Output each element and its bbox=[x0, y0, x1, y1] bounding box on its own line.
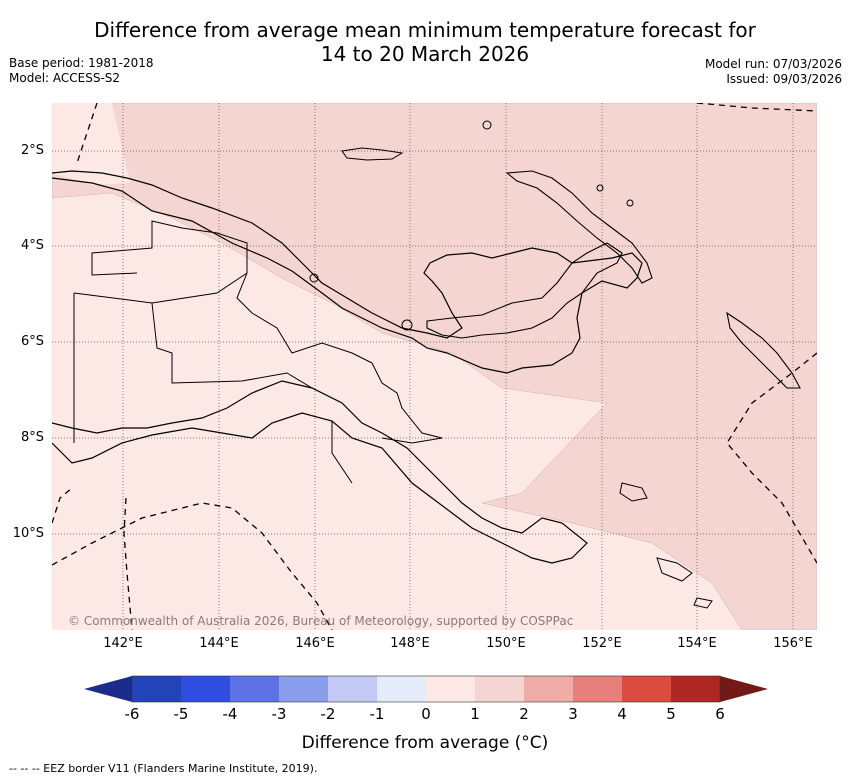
copyright-text: © Commonwealth of Australia 2026, Bureau… bbox=[68, 614, 573, 628]
category-0-1-patch bbox=[52, 103, 130, 185]
colorbar-tick: 3 bbox=[568, 705, 578, 723]
lon-label-146e: 146°E bbox=[295, 636, 335, 651]
eez-footnote: -- -- -- EEZ border V11 (Flanders Marine… bbox=[9, 762, 318, 775]
island bbox=[656, 557, 693, 582]
colorbar-bin bbox=[622, 676, 671, 702]
colorbar-tick: 1 bbox=[470, 705, 480, 723]
colorbar-tick: -5 bbox=[173, 705, 189, 723]
colorbar-bin bbox=[671, 676, 720, 702]
colorbar-bin bbox=[524, 676, 573, 702]
manus-island bbox=[341, 147, 404, 161]
colorbar-bin bbox=[328, 676, 377, 702]
lat-label-2s: 2°S bbox=[20, 143, 44, 158]
model-run-text: Model run: 07/03/2026 bbox=[704, 57, 842, 71]
lon-label-144e: 144°E bbox=[199, 636, 239, 651]
colorbar-tick: -1 bbox=[369, 705, 385, 723]
lon-label-142e: 142°E bbox=[103, 636, 143, 651]
colorbar-tick: 0 bbox=[421, 705, 431, 723]
meta-left: Base period: 1981-2018 Model: ACCESS-S2 bbox=[9, 56, 154, 86]
lon-label-152e: 152°E bbox=[582, 636, 622, 651]
colorbar-bin bbox=[230, 676, 279, 702]
island bbox=[596, 184, 604, 192]
colorbar-bin bbox=[475, 676, 524, 702]
colorbar-tick: -4 bbox=[222, 705, 238, 723]
lat-label-8s: 8°S bbox=[20, 430, 44, 445]
lon-label-154e: 154°E bbox=[677, 636, 717, 651]
lon-label-156e: 156°E bbox=[773, 636, 813, 651]
title-line-1: Difference from average mean minimum tem… bbox=[94, 18, 756, 42]
lon-label-148e: 148°E bbox=[390, 636, 430, 651]
colorbar-bin bbox=[573, 676, 622, 702]
colorbar-bin bbox=[377, 676, 426, 702]
colorbar-tick: -2 bbox=[320, 705, 336, 723]
colorbar-tick: -6 bbox=[124, 705, 140, 723]
colorbar-tick: 4 bbox=[617, 705, 627, 723]
colorbar-tick: 5 bbox=[666, 705, 676, 723]
colorbar-bin bbox=[181, 676, 230, 702]
lon-label-150e: 150°E bbox=[486, 636, 526, 651]
chart-title: Difference from average mean minimum tem… bbox=[0, 18, 850, 66]
colorbar-bin bbox=[132, 676, 181, 702]
island bbox=[309, 273, 319, 283]
colorbar bbox=[84, 675, 768, 703]
issued-text: Issued: 09/03/2026 bbox=[726, 72, 842, 86]
colorbar-over-arrow bbox=[720, 676, 768, 702]
model-text: Model: ACCESS-S2 bbox=[9, 71, 121, 85]
bougainville-coast bbox=[726, 311, 801, 389]
island bbox=[482, 120, 492, 130]
colorbar-label: Difference from average (°C) bbox=[301, 733, 549, 753]
forecast-map: © Commonwealth of Australia 2026, Bureau… bbox=[52, 103, 817, 630]
island bbox=[626, 199, 634, 207]
category-1-2-area bbox=[52, 103, 817, 630]
colorbar-tick: 6 bbox=[715, 705, 725, 723]
island bbox=[693, 597, 713, 609]
lat-label-4s: 4°S bbox=[20, 238, 44, 253]
new-guinea-south-coast bbox=[52, 380, 588, 564]
colorbar-tick: 2 bbox=[519, 705, 529, 723]
title-line-2: 14 to 20 March 2026 bbox=[320, 42, 530, 66]
colorbar-tick: -3 bbox=[271, 705, 287, 723]
lat-label-6s: 6°S bbox=[20, 334, 44, 349]
province-borders bbox=[73, 220, 443, 484]
colorbar-bin bbox=[279, 676, 328, 702]
meta-right: Model run: 07/03/2026 Issued: 09/03/2026 bbox=[705, 57, 842, 87]
island bbox=[619, 482, 648, 502]
colorbar-outline bbox=[131, 675, 721, 703]
lat-label-10s: 10°S bbox=[12, 526, 44, 541]
colorbar-under-arrow bbox=[84, 676, 132, 702]
new-britain-coast bbox=[426, 242, 623, 339]
eez-borders bbox=[52, 103, 817, 630]
new-ireland-coast bbox=[505, 170, 653, 284]
island bbox=[401, 319, 413, 331]
map-canvas: © Commonwealth of Australia 2026, Bureau… bbox=[52, 103, 817, 630]
base-period-text: Base period: 1981-2018 bbox=[9, 56, 154, 70]
colorbar-bin bbox=[426, 676, 475, 702]
